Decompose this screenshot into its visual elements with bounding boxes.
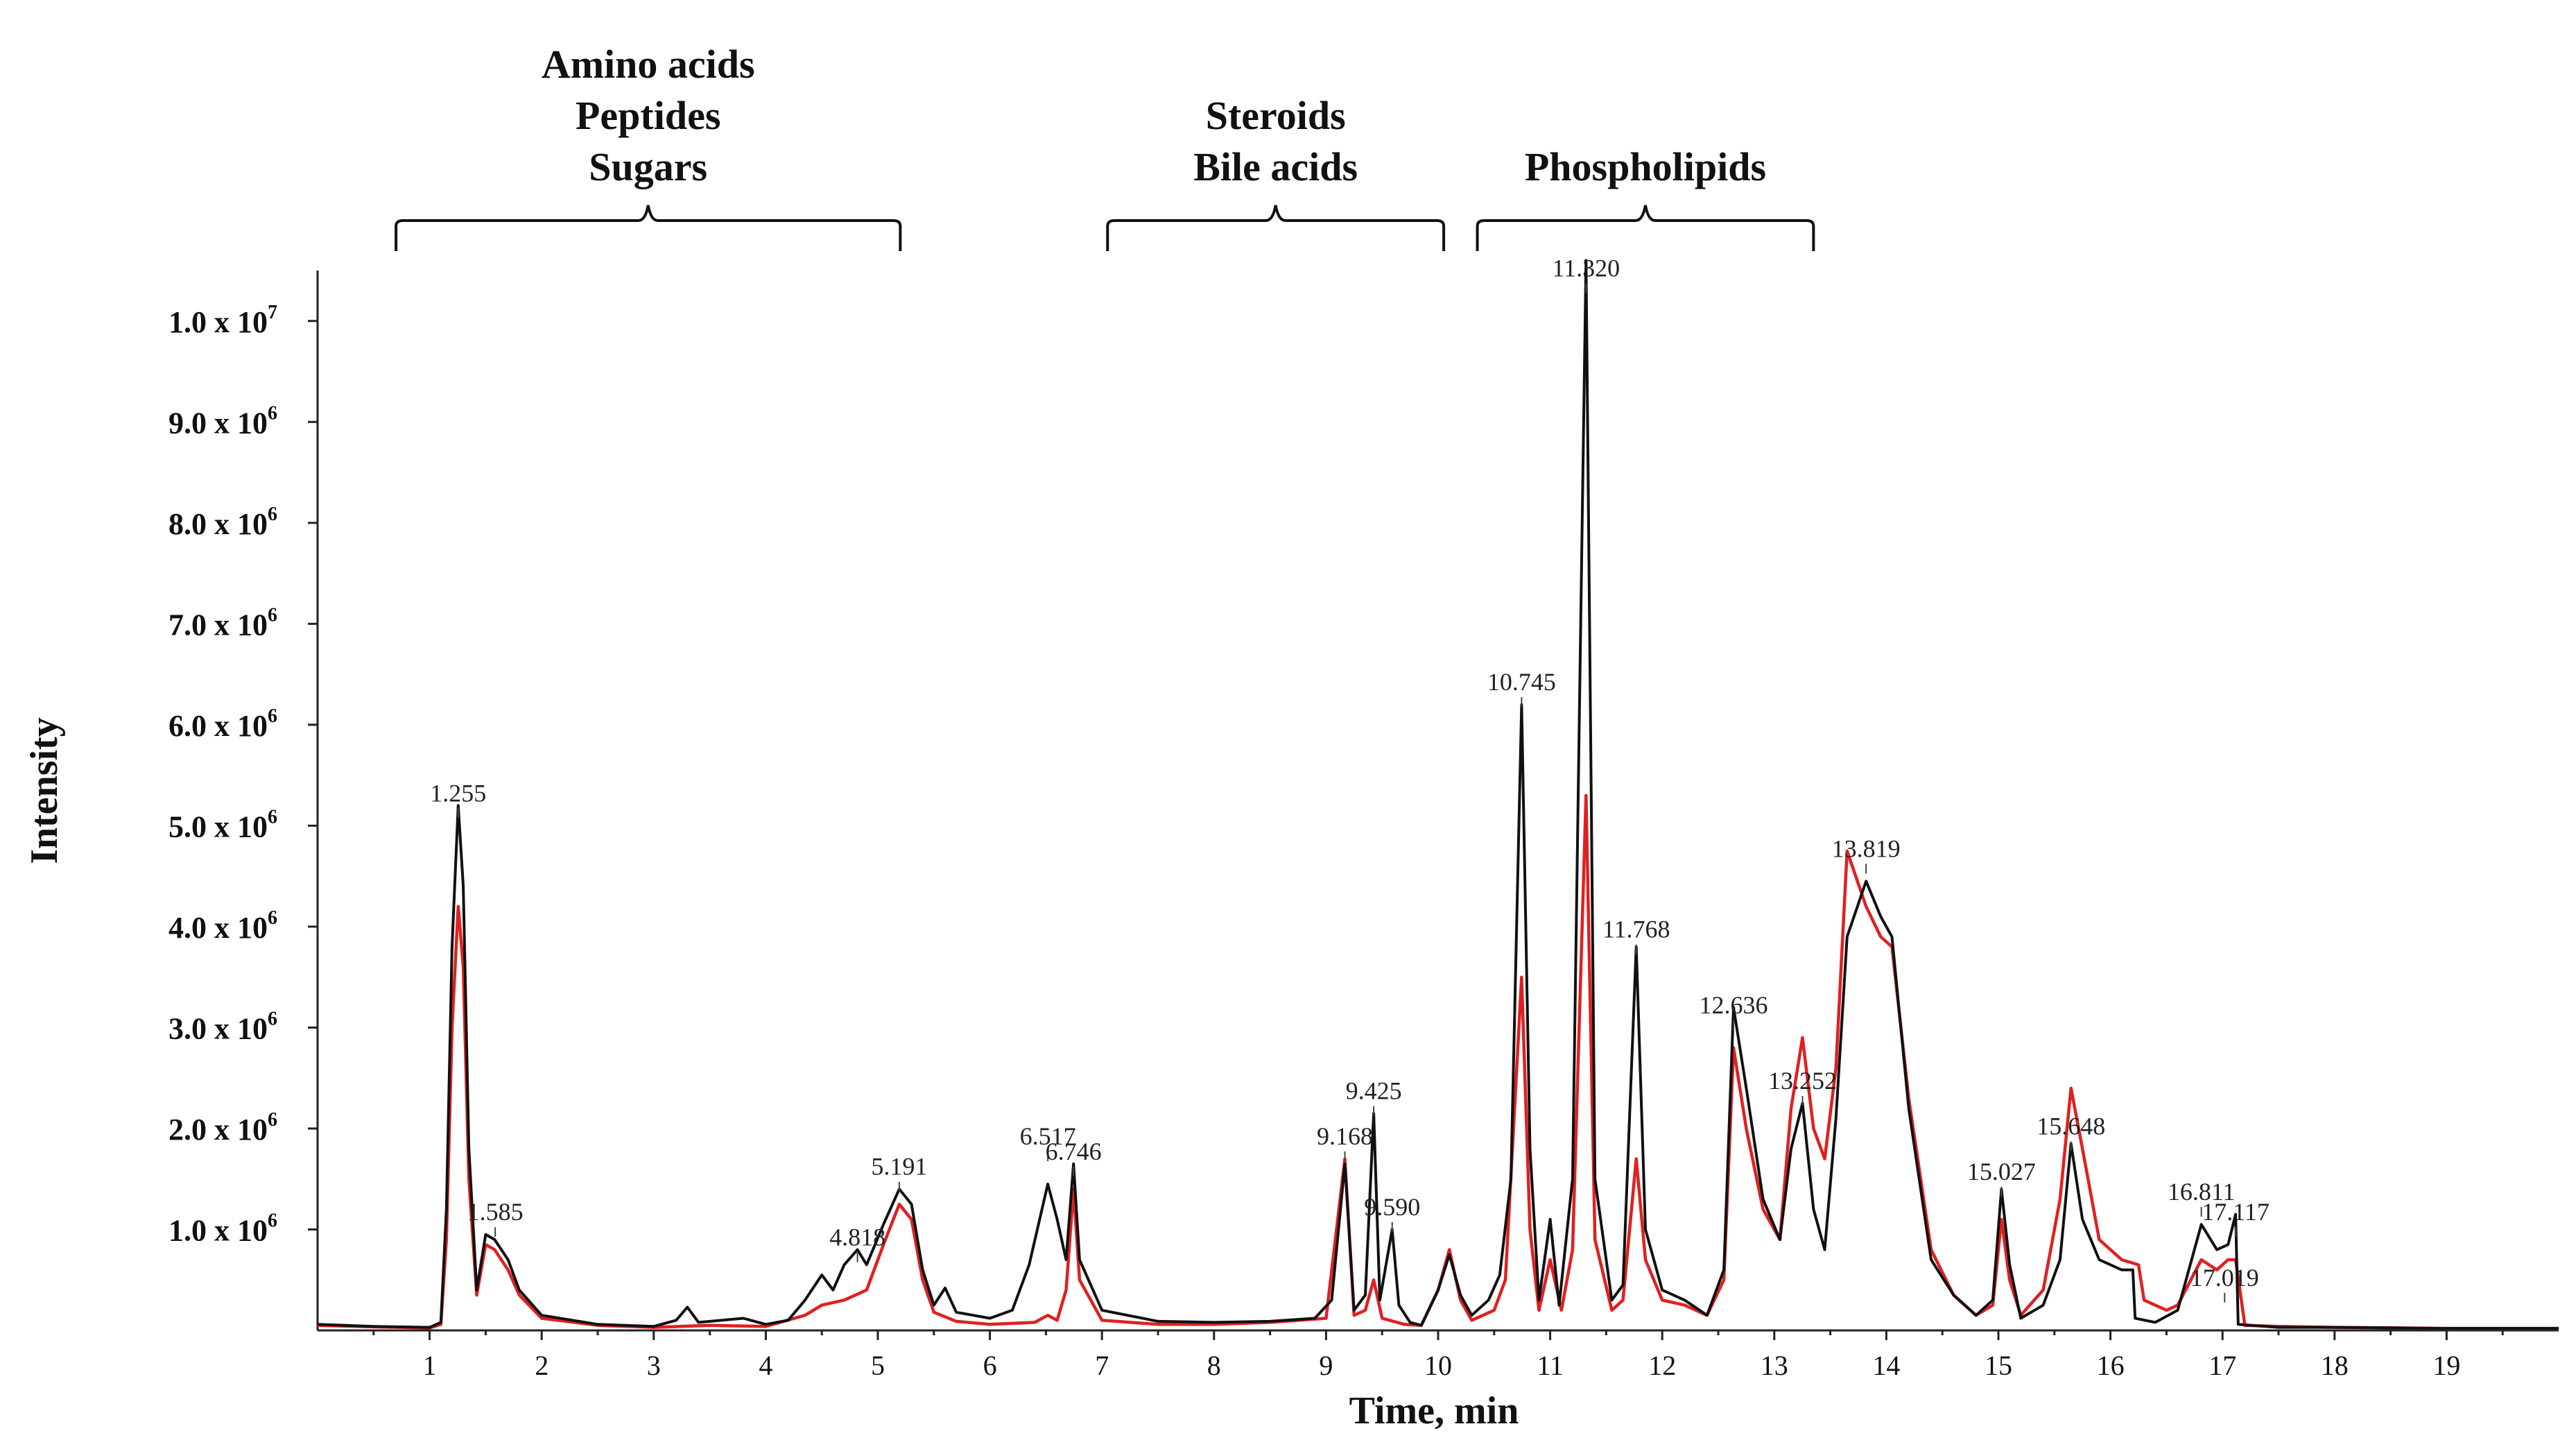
group-label: Steroids [1206,93,1346,138]
peak-label: 4.818 [829,1224,885,1251]
y-tick-mantissa: 4.0 x 10 [168,911,268,945]
peak-label: 15.648 [2037,1113,2105,1140]
group-label: Amino acids [542,42,755,87]
x-tick-label: 13 [1761,1350,1788,1381]
y-tick-exponent: 6 [268,1109,277,1131]
y-tick-label: 5.0 x 106 [168,806,277,843]
peak-label: 9.425 [1346,1077,1402,1105]
y-axis-label: Intensity [23,717,66,864]
x-tick-label: 17 [2208,1350,2236,1381]
peak-label: 1.585 [467,1198,524,1226]
peak-label: 13.252 [1768,1067,1837,1095]
x-tick-label: 3 [647,1350,661,1381]
x-tick-label: 18 [2321,1350,2349,1381]
y-tick-label: 4.0 x 106 [168,907,277,945]
y-tick-label: 2.0 x 106 [168,1109,277,1147]
y-tick-mantissa: 6.0 x 10 [168,709,268,743]
group-bracket [1476,205,1815,251]
group-label: Sugars [589,144,707,189]
x-axis-label: Time, min [1349,1389,1519,1432]
x-tick-label: 12 [1648,1350,1676,1381]
peak-label: 6.746 [1046,1138,1102,1165]
y-tick-mantissa: 3.0 x 10 [168,1011,268,1045]
y-tick-exponent: 6 [268,402,277,424]
series-group [317,259,2559,1330]
peak-label: 15.027 [1967,1158,2036,1185]
peak-label: 11.768 [1602,916,1670,943]
x-tick-label: 16 [2097,1350,2125,1381]
group-label: Peptides [576,93,720,138]
peak-label: 10.745 [1487,668,1556,696]
x-tick-label: 6 [983,1350,997,1381]
x-tick-label: 7 [1095,1350,1109,1381]
y-tick-exponent: 6 [268,705,277,727]
x-tick-label: 8 [1207,1350,1221,1381]
x-tick-label: 19 [2432,1350,2460,1381]
peak-label: 16.811 [2168,1178,2236,1206]
y-tick-mantissa: 5.0 x 10 [168,809,268,843]
y-tick-label: 3.0 x 106 [168,1008,277,1045]
y-tick-label: 8.0 x 106 [168,504,277,541]
peak-label: 1.255 [430,779,486,807]
group-label: Bile acids [1193,144,1358,189]
y-tick-exponent: 6 [268,907,277,929]
x-tick-label: 11 [1537,1350,1564,1381]
y-tick-mantissa: 1.0 x 10 [168,305,268,339]
axes [316,271,2559,1332]
peak-label: 13.819 [1832,834,1901,862]
y-tick-mantissa: 1.0 x 10 [168,1213,268,1247]
y-tick-mantissa: 2.0 x 10 [168,1113,268,1147]
black-trace-line [317,259,2559,1330]
x-axis-ticks: 1 2 3 4 5 6 7 8 9 10 11 12 13 14 15 16 17 18 19 [372,1330,2504,1381]
y-tick-label: 1.0 x 106 [168,1210,277,1247]
y-tick-exponent: 7 [268,302,277,323]
y-tick-label: 9.0 x 106 [168,402,277,440]
y-tick-mantissa: 7.0 x 10 [168,608,268,642]
x-tick-label: 9 [1319,1350,1333,1381]
peak-label: 6.517 [1020,1122,1076,1150]
compound-class-brackets: Amino acids Peptides Sugars Steroids Bile ac… [395,42,1815,251]
peak-label: 9.590 [1364,1193,1420,1221]
group-label: Phospholipids [1525,144,1766,189]
x-tick-label: 15 [1985,1350,2012,1381]
y-tick-label: 7.0 x 106 [168,604,277,642]
peak-label: 5.191 [871,1153,927,1181]
x-tick-label: 10 [1424,1350,1452,1381]
y-tick-exponent: 6 [268,504,277,525]
x-tick-label: 4 [759,1350,772,1381]
x-tick-label: 1 [423,1350,437,1381]
peak-label: 12.636 [1699,991,1767,1019]
y-tick-exponent: 6 [268,1210,277,1231]
peak-label: 17.117 [2202,1198,2270,1226]
y-tick-label: 1.0 x 107 [168,302,277,339]
y-tick-mantissa: 8.0 x 10 [168,507,268,541]
peak-label: 9.168 [1317,1122,1373,1150]
x-tick-label: 2 [535,1350,548,1381]
y-tick-mantissa: 9.0 x 10 [168,406,268,440]
peak-label: 11.320 [1552,255,1620,282]
peak-label: 17.019 [2190,1264,2259,1292]
group-bracket [395,205,902,251]
y-tick-exponent: 6 [268,604,277,626]
x-tick-label: 5 [871,1350,885,1381]
group-bracket [1106,205,1446,251]
x-tick-label: 14 [1872,1350,1900,1381]
y-tick-label: 6.0 x 106 [168,705,277,743]
y-tick-exponent: 6 [268,1008,277,1029]
y-tick-exponent: 6 [268,806,277,828]
